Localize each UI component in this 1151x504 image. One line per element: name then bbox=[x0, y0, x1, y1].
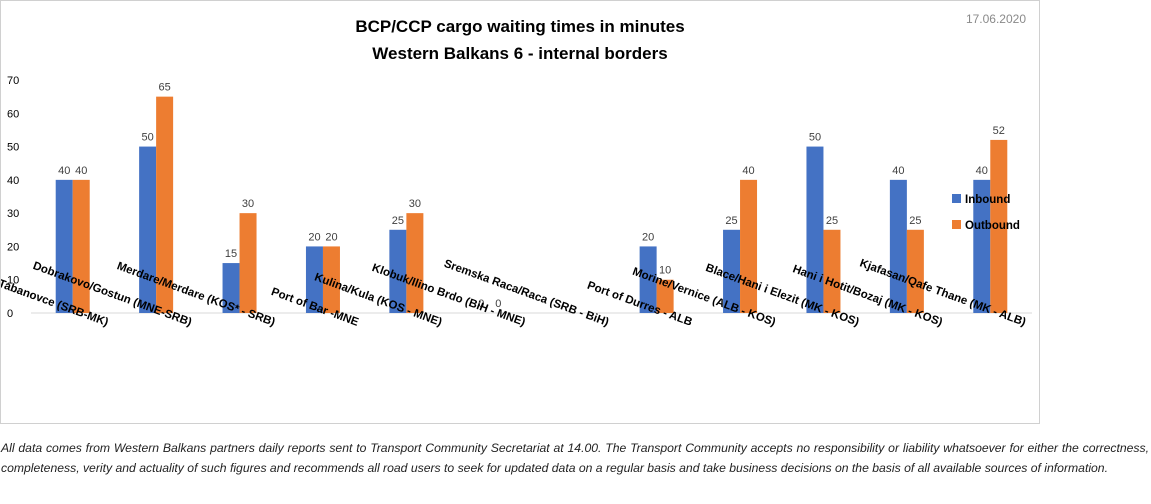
bar-inbound bbox=[222, 263, 240, 313]
chart-frame: BCP/CCP cargo waiting times in minutes W… bbox=[0, 0, 1040, 424]
bar-inbound bbox=[389, 229, 407, 313]
legend-swatch-outbound bbox=[952, 220, 961, 229]
bar-outbound bbox=[656, 279, 674, 313]
data-label-outbound: 30 bbox=[242, 198, 254, 210]
date-label: 17.06.2020 bbox=[966, 12, 1026, 26]
bar-inbound bbox=[55, 179, 73, 313]
data-label-outbound: 20 bbox=[325, 231, 337, 243]
data-label-outbound: 0 bbox=[495, 298, 501, 310]
y-tick-label: 50 bbox=[7, 142, 19, 154]
data-label-outbound: 40 bbox=[742, 165, 754, 177]
data-label-outbound: 40 bbox=[75, 165, 87, 177]
data-label-inbound: 50 bbox=[809, 132, 821, 144]
data-label-outbound: 30 bbox=[409, 198, 421, 210]
data-label-outbound: 25 bbox=[826, 215, 838, 227]
data-label-outbound: 65 bbox=[159, 82, 171, 94]
bar-outbound bbox=[823, 229, 841, 313]
data-label-outbound: 52 bbox=[993, 125, 1005, 137]
y-tick-label: 60 bbox=[7, 108, 19, 120]
bar-outbound bbox=[906, 229, 924, 313]
legend-label-inbound: Inbound bbox=[965, 194, 1010, 206]
data-label-inbound: 25 bbox=[725, 215, 737, 227]
y-tick-label: 0 bbox=[7, 308, 13, 320]
legend: Inbound Outbound bbox=[952, 194, 1020, 232]
y-tick-label: 40 bbox=[7, 175, 19, 187]
bar-outbound bbox=[990, 139, 1008, 313]
bar-inbound bbox=[889, 179, 907, 313]
bar-outbound bbox=[156, 96, 174, 314]
bar-inbound bbox=[305, 246, 323, 313]
bar-inbound bbox=[723, 229, 741, 313]
data-label-inbound: 50 bbox=[142, 132, 154, 144]
chart-title-line-1: BCP/CCP cargo waiting times in minutes bbox=[355, 17, 684, 36]
legend-swatch-inbound bbox=[952, 194, 961, 203]
data-label-inbound: 40 bbox=[892, 165, 904, 177]
y-tick-label: 70 bbox=[7, 75, 19, 87]
bar-outbound bbox=[740, 179, 758, 313]
y-tick-label: 20 bbox=[7, 241, 19, 253]
bar-inbound bbox=[139, 146, 157, 313]
y-tick-label: 10 bbox=[7, 275, 19, 287]
bar-outbound bbox=[72, 179, 90, 313]
bar-inbound bbox=[806, 146, 824, 313]
bar-inbound bbox=[973, 179, 991, 313]
bar-outbound bbox=[239, 213, 257, 313]
data-label-inbound: 20 bbox=[308, 231, 320, 243]
data-label-outbound: 25 bbox=[909, 215, 921, 227]
chart-title-line-2: Western Balkans 6 - internal borders bbox=[372, 44, 667, 63]
bar-chart: BCP/CCP cargo waiting times in minutes W… bbox=[1, 12, 1032, 329]
disclaimer-footnote: All data comes from Western Balkans part… bbox=[1, 441, 1149, 475]
data-label-inbound: 20 bbox=[642, 231, 654, 243]
legend-label-outbound: Outbound bbox=[965, 220, 1020, 232]
bar-outbound bbox=[322, 246, 340, 313]
y-tick-label: 30 bbox=[7, 208, 19, 220]
bar-inbound bbox=[639, 246, 657, 313]
data-label-inbound: 25 bbox=[392, 215, 404, 227]
plot-area: 0102030405060704040Presevo/ Tabanovce (S… bbox=[1, 75, 1032, 329]
data-label-inbound: 0 bbox=[478, 298, 484, 310]
data-label-inbound: 15 bbox=[225, 248, 237, 260]
data-label-inbound: 40 bbox=[976, 165, 988, 177]
data-label-outbound: 10 bbox=[659, 265, 671, 277]
bar-outbound bbox=[406, 213, 424, 313]
data-label-inbound: 40 bbox=[58, 165, 70, 177]
